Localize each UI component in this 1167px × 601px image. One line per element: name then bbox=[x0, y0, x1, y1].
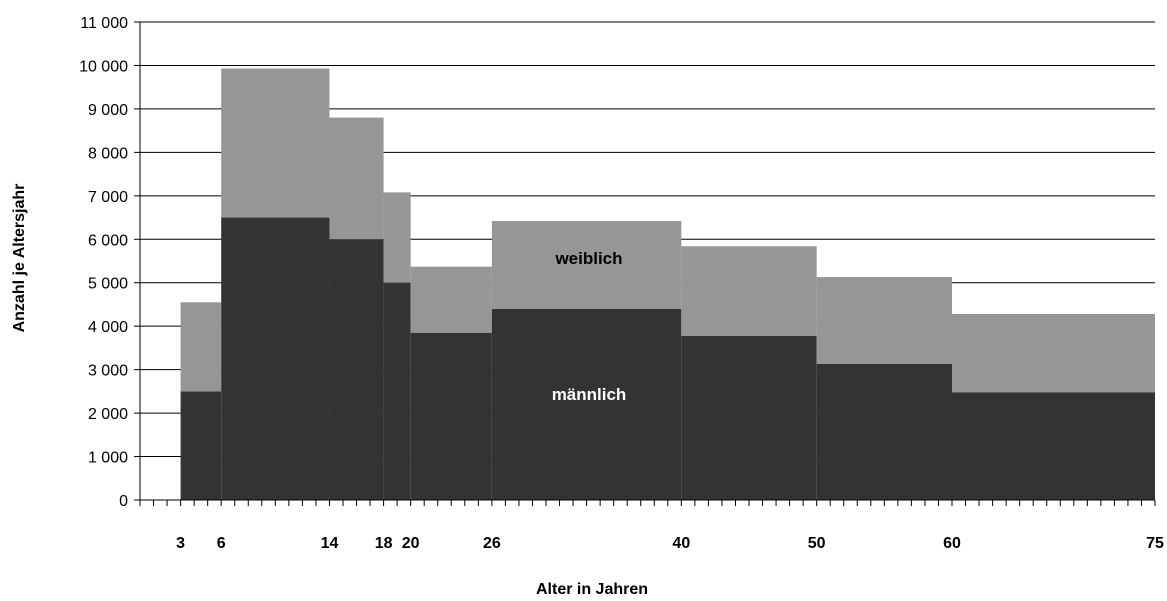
y-tick-label: 1 000 bbox=[88, 450, 128, 467]
y-tick-label: 7 000 bbox=[88, 189, 128, 206]
y-tick-label: 8 000 bbox=[88, 145, 128, 162]
y-tick-label: 10 000 bbox=[79, 58, 128, 75]
bar-weiblich-20-26 bbox=[410, 266, 492, 333]
x-tick-label: 40 bbox=[672, 535, 690, 552]
bar-maennlich-60-75 bbox=[952, 392, 1155, 500]
x-tick-label: 20 bbox=[402, 535, 420, 552]
x-tick-label: 50 bbox=[808, 535, 826, 552]
bar-maennlich-50-60 bbox=[816, 363, 952, 500]
bars bbox=[180, 68, 1155, 501]
bar-maennlich-26-40 bbox=[491, 308, 682, 500]
series-label-weiblich: weiblich bbox=[554, 249, 622, 268]
bar-weiblich-50-60 bbox=[816, 277, 952, 364]
bar-maennlich-14-18 bbox=[329, 239, 384, 501]
x-tick-label: 3 bbox=[176, 535, 185, 552]
series-label-maennlich: männlich bbox=[552, 385, 627, 404]
y-tick-label: 3 000 bbox=[88, 363, 128, 380]
bar-weiblich-26-40 bbox=[491, 221, 682, 309]
bar-weiblich-40-50 bbox=[681, 246, 817, 336]
bar-maennlich-3-6 bbox=[180, 391, 222, 500]
y-tick-label: 6 000 bbox=[88, 232, 128, 249]
x-tick-label: 18 bbox=[375, 535, 393, 552]
bar-maennlich-18-20 bbox=[383, 282, 411, 500]
y-axis-title: Anzahl je Altersjahr bbox=[11, 184, 28, 333]
bar-weiblich-3-6 bbox=[180, 302, 222, 392]
y-tick-label: 2 000 bbox=[88, 406, 128, 423]
bar-weiblich-60-75 bbox=[952, 314, 1155, 393]
bar-weiblich-18-20 bbox=[383, 192, 411, 283]
x-tick-label: 6 bbox=[217, 535, 226, 552]
x-tick-label: 26 bbox=[483, 535, 501, 552]
x-tick-label: 60 bbox=[943, 535, 961, 552]
y-tick-label: 0 bbox=[119, 493, 128, 510]
x-tick-label: 14 bbox=[321, 535, 339, 552]
labels: 0 1 000 2 000 3 000 4 000 5 000 6 000 7 000 8 00… bbox=[79, 15, 1164, 552]
bar-maennlich-6-14 bbox=[221, 217, 330, 500]
bar-weiblich-14-18 bbox=[329, 117, 384, 240]
y-tick-label: 9 000 bbox=[88, 102, 128, 119]
axes bbox=[134, 21, 1156, 506]
bar-weiblich-6-14 bbox=[221, 68, 330, 218]
bar-maennlich-40-50 bbox=[681, 335, 817, 500]
bar-maennlich-20-26 bbox=[410, 332, 492, 500]
x-axis-title: Alter in Jahren bbox=[536, 581, 648, 598]
x-tick-label: 75 bbox=[1146, 535, 1164, 552]
y-tick-label: 11 000 bbox=[80, 15, 128, 32]
y-tick-label: 5 000 bbox=[88, 276, 128, 293]
y-tick-label: 4 000 bbox=[88, 319, 128, 336]
